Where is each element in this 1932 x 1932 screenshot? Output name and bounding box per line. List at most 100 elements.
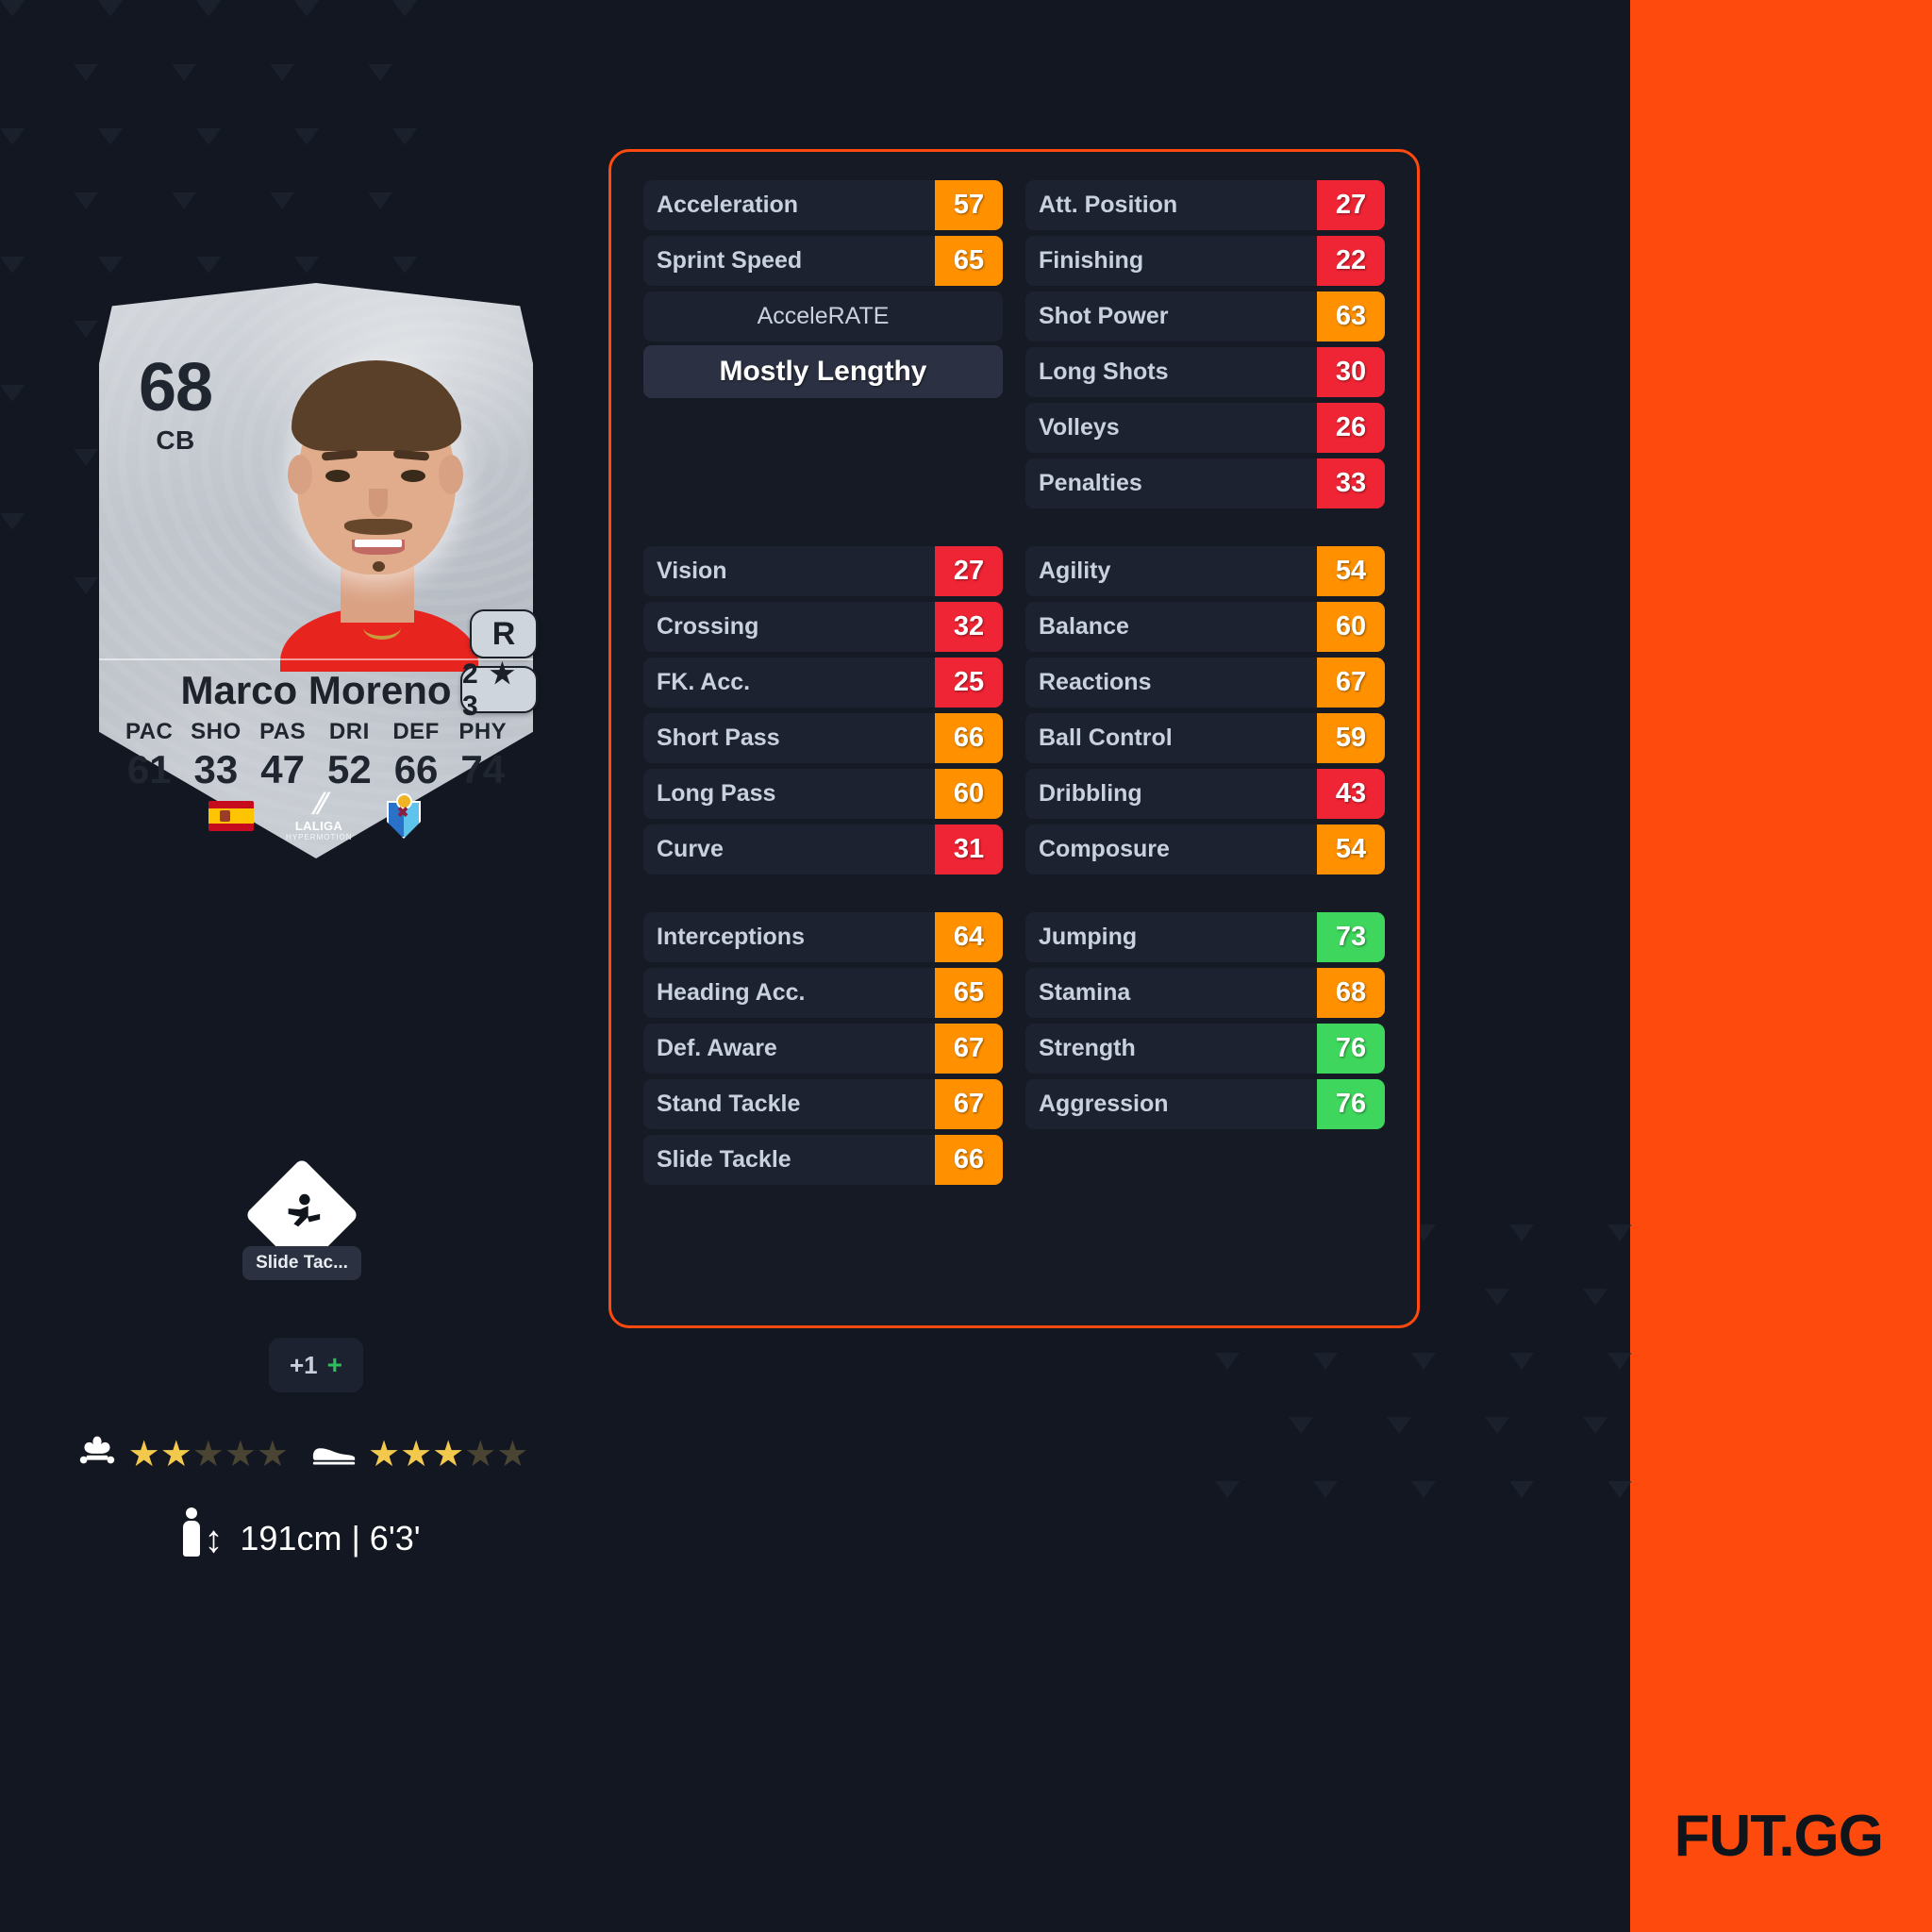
stat-row[interactable]: Def. Aware 67: [643, 1024, 1003, 1074]
pattern-triangle: [1485, 1289, 1509, 1306]
pattern-triangle: [172, 64, 196, 81]
stat-label: Volleys: [1039, 414, 1120, 441]
stat-row[interactable]: Penalties 33: [1025, 458, 1385, 508]
player-eye-right: [401, 470, 425, 482]
stat-value: 67: [935, 1024, 1003, 1074]
pattern-triangle: [1411, 1481, 1436, 1498]
stat-value: 66: [935, 1135, 1003, 1185]
slide-tackle-icon: [244, 1158, 359, 1273]
stat-row[interactable]: Shot Power 63: [1025, 291, 1385, 341]
stat-label: Shot Power: [1039, 303, 1169, 329]
playstyle-label: Slide Tac...: [242, 1246, 361, 1280]
stats-section-pace-shooting: Acceleration 57 Sprint Speed 65 AcceleRATE …: [643, 180, 1385, 514]
skill-moves-rating[interactable]: ★★★★★: [75, 1432, 289, 1477]
league-logo-icon[interactable]: ⫽ LALIGA HYPERMOTION: [286, 791, 352, 842]
stat-label: Heading Acc.: [657, 979, 806, 1006]
pattern-triangle: [1485, 1417, 1509, 1434]
pattern-triangle: [1387, 1417, 1411, 1434]
stat-row[interactable]: FK. Acc. 25: [643, 658, 1003, 708]
stat-value: 27: [935, 546, 1003, 596]
stat-row[interactable]: Composure 54: [1025, 824, 1385, 874]
club-crest-icon[interactable]: ✖: [384, 793, 424, 839]
stat-label: Jumping: [1039, 924, 1138, 950]
stat-value: 54: [1317, 824, 1385, 874]
stat-value: 66: [935, 713, 1003, 763]
stat-row[interactable]: Acceleration 57: [643, 180, 1003, 230]
stat-label: Penalties: [1039, 470, 1142, 496]
stat-row[interactable]: Sprint Speed 65: [643, 236, 1003, 286]
crest-ball: [396, 793, 412, 809]
player-height-text: 191cm | 6'3': [240, 1519, 421, 1557]
pattern-triangle: [1509, 1353, 1534, 1370]
stat-label: Agility: [1039, 558, 1111, 584]
stat-value: 63: [1317, 291, 1385, 341]
stat-row[interactable]: Att. Position 27: [1025, 180, 1385, 230]
stat-row[interactable]: Short Pass 66: [643, 713, 1003, 763]
jester-hat-icon: [75, 1432, 119, 1477]
pattern-triangle: [1289, 1417, 1313, 1434]
star: ★: [400, 1435, 433, 1474]
face-stat-key: PAC: [125, 719, 174, 744]
nation-flag-icon[interactable]: [208, 801, 254, 831]
stat-row[interactable]: Aggression 76: [1025, 1079, 1385, 1129]
weak-foot-stars: ★★★★★: [368, 1437, 528, 1473]
stat-row[interactable]: Stand Tackle 67: [643, 1079, 1003, 1129]
stat-row[interactable]: Dribbling 43: [1025, 769, 1385, 819]
pattern-triangle: [0, 385, 25, 402]
stat-value: 64: [935, 912, 1003, 962]
stat-value: 33: [1317, 458, 1385, 508]
star: ★: [159, 1435, 192, 1474]
pattern-triangle: [392, 257, 417, 274]
player-name: Marco Moreno: [99, 658, 533, 713]
stats-panel: Acceleration 57 Sprint Speed 65 AcceleRATE …: [608, 149, 1420, 1328]
stat-label: Acceleration: [657, 192, 799, 218]
stat-row[interactable]: Long Pass 60: [643, 769, 1003, 819]
pattern-triangle: [74, 321, 98, 338]
playstyle-item[interactable]: Slide Tac...: [0, 1158, 604, 1280]
extra-playstyles-chip[interactable]: +1 +: [269, 1338, 364, 1392]
passing-column: Vision 27 Crossing 32 FK. Acc. 25 Short Pass 66…: [643, 546, 1003, 880]
futgg-logo[interactable]: FUT.GG: [1674, 1804, 1884, 1869]
stat-row[interactable]: Agility 54: [1025, 546, 1385, 596]
stat-label: FK. Acc.: [657, 669, 751, 695]
stat-row[interactable]: Interceptions 64: [643, 912, 1003, 962]
weak-foot-rating[interactable]: ★★★★★: [309, 1434, 528, 1475]
stat-row[interactable]: Slide Tackle 66: [643, 1135, 1003, 1185]
brand-accent-bar: [1630, 0, 1932, 1932]
stat-row[interactable]: Jumping 73: [1025, 912, 1385, 962]
stat-label: Composure: [1039, 836, 1170, 862]
pace-column: Acceleration 57 Sprint Speed 65 AcceleRATE …: [643, 180, 1003, 514]
stat-row[interactable]: Long Shots 30: [1025, 347, 1385, 397]
stat-label: Stand Tackle: [657, 1091, 801, 1117]
pattern-triangle: [392, 0, 417, 17]
face-stat-def: DEF 66: [383, 719, 449, 792]
stat-value: 67: [935, 1079, 1003, 1129]
pattern-triangle: [270, 192, 294, 209]
star: ★: [432, 1435, 465, 1474]
stat-row[interactable]: Volleys 26: [1025, 403, 1385, 453]
stat-value: 60: [1317, 602, 1385, 652]
pattern-triangle: [0, 128, 25, 145]
pattern-triangle: [1509, 1224, 1534, 1241]
stat-label: Att. Position: [1039, 192, 1178, 218]
stat-row[interactable]: Balance 60: [1025, 602, 1385, 652]
face-stat-phy: PHY 74: [450, 719, 516, 792]
stat-row[interactable]: Stamina 68: [1025, 968, 1385, 1018]
brand-accent-notch: [1451, 0, 1630, 1932]
shooting-column: Att. Position 27 Finishing 22 Shot Power 63 Lo…: [1025, 180, 1385, 514]
player-teeth: [355, 540, 402, 547]
stat-row[interactable]: Crossing 32: [643, 602, 1003, 652]
pattern-triangle: [368, 192, 392, 209]
stat-row[interactable]: Curve 31: [643, 824, 1003, 874]
stat-label: Slide Tackle: [657, 1146, 791, 1173]
stat-row[interactable]: Ball Control 59: [1025, 713, 1385, 763]
dribbling-column: Agility 54 Balance 60 Reactions 67 Ball Contro…: [1025, 546, 1385, 880]
stat-row[interactable]: Strength 76: [1025, 1024, 1385, 1074]
stat-value: 76: [1317, 1079, 1385, 1129]
stat-row[interactable]: Reactions 67: [1025, 658, 1385, 708]
stat-row[interactable]: Finishing 22: [1025, 236, 1385, 286]
stat-row[interactable]: Vision 27: [643, 546, 1003, 596]
stat-row[interactable]: Heading Acc. 65: [643, 968, 1003, 1018]
player-card[interactable]: 68 CB R 2 ★ 3: [99, 283, 538, 858]
stat-label: Stamina: [1039, 979, 1131, 1006]
